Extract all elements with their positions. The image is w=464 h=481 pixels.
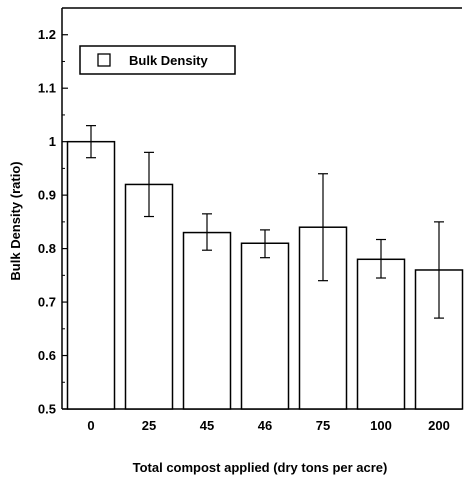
legend-swatch bbox=[97, 53, 111, 67]
y-axis-label: Bulk Density (ratio) bbox=[8, 161, 23, 280]
bars bbox=[66, 140, 464, 410]
y-tick-label-0.9: 0.9 bbox=[38, 188, 56, 203]
y-tick-label-0.5: 0.5 bbox=[38, 402, 56, 417]
y-tick-label-1.2: 1.2 bbox=[38, 27, 56, 42]
error-bars bbox=[86, 125, 444, 319]
bar-45 bbox=[182, 231, 232, 410]
legend-label: Bulk Density bbox=[129, 53, 209, 68]
x-tick-label-100: 100 bbox=[370, 418, 392, 433]
x-axis-ticks: 0 25 45 46 75 100 200 bbox=[87, 418, 449, 433]
x-tick-label-200: 200 bbox=[428, 418, 450, 433]
bar-46 bbox=[240, 242, 290, 410]
x-tick-label-45: 45 bbox=[200, 418, 214, 433]
bar-0 bbox=[66, 140, 116, 410]
x-axis-label: Total compost applied (dry tons per acre… bbox=[133, 460, 388, 475]
y-tick-label-0.6: 0.6 bbox=[38, 348, 56, 363]
y-tick-label-0.8: 0.8 bbox=[38, 241, 56, 256]
y-tick-label-1: 1 bbox=[49, 134, 56, 149]
y-tick-label-1.1: 1.1 bbox=[38, 81, 56, 96]
bar-25 bbox=[124, 183, 174, 410]
bar-100 bbox=[356, 258, 406, 410]
y-axis-ticks: 0.5 0.6 0.7 0.8 0.9 1 1.1 1.2 bbox=[38, 27, 68, 417]
x-tick-label-75: 75 bbox=[316, 418, 330, 433]
x-tick-label-46: 46 bbox=[258, 418, 272, 433]
y-tick-label-0.7: 0.7 bbox=[38, 295, 56, 310]
x-tick-label-0: 0 bbox=[87, 418, 94, 433]
x-tick-label-25: 25 bbox=[142, 418, 156, 433]
legend: Bulk Density bbox=[79, 45, 236, 75]
